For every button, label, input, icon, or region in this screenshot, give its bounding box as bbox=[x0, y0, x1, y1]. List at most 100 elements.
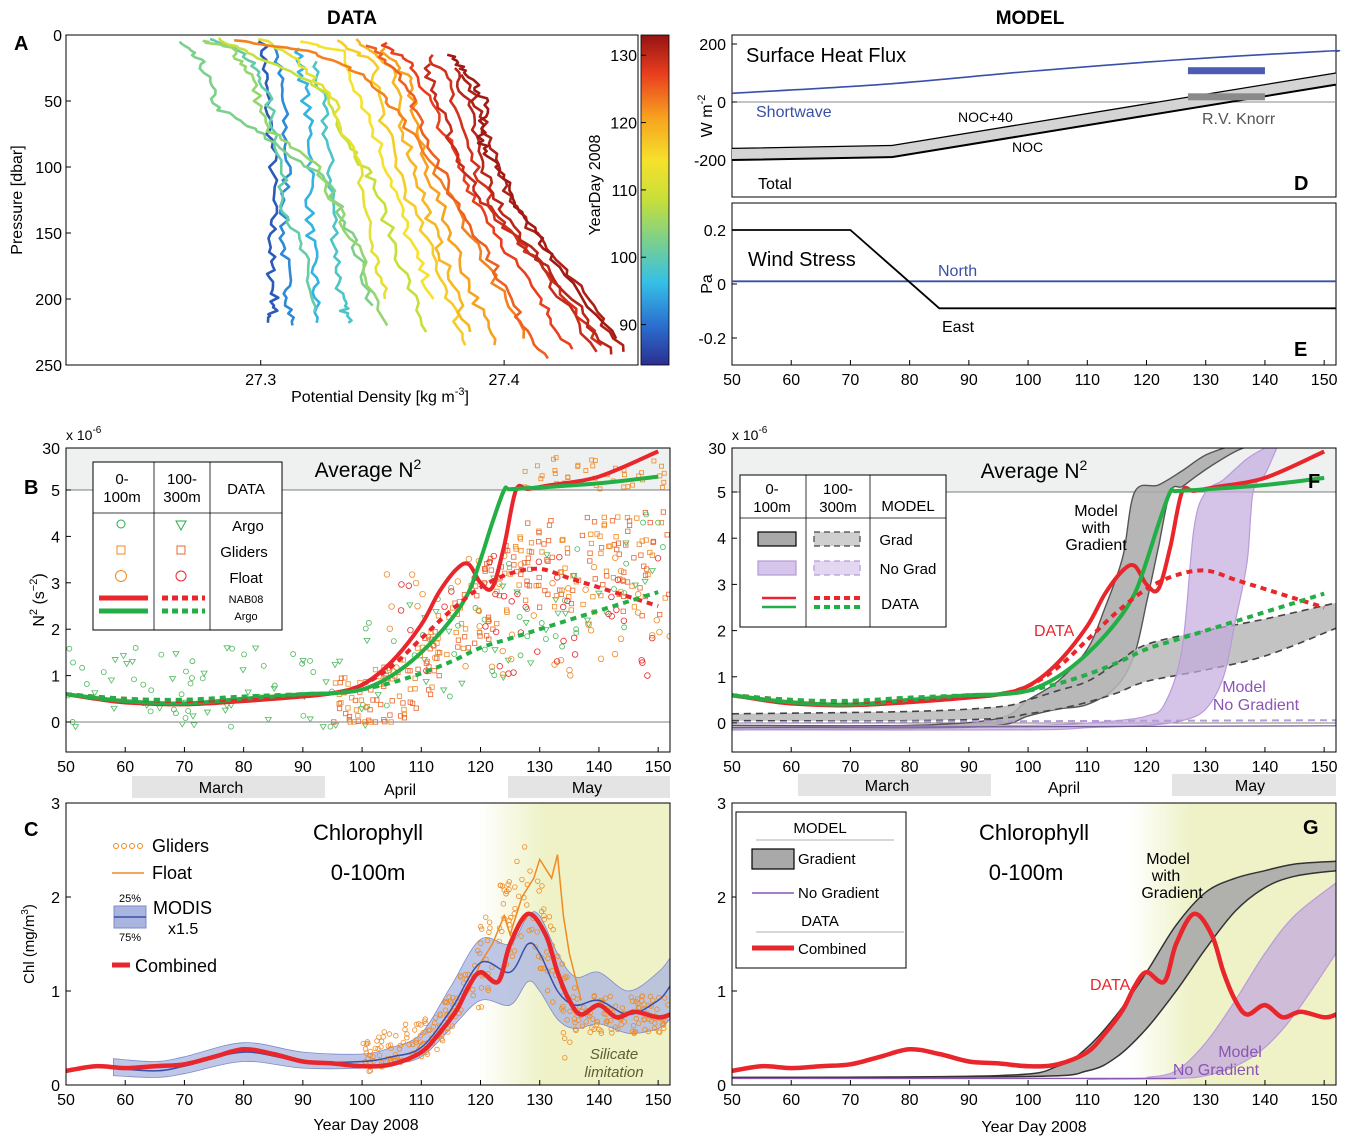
glider-square-point bbox=[355, 713, 361, 719]
panel-b: 50 60 70 80 90 100 110 120 130 140 150 0 1 2 3 4 5 30 Ave… bbox=[24, 425, 672, 776]
float-circle-point bbox=[499, 647, 506, 655]
glider-chl-point bbox=[512, 905, 518, 912]
x-tick-label: 130 bbox=[1192, 759, 1219, 776]
glider-high-point bbox=[661, 479, 667, 485]
float-circle-point bbox=[656, 628, 663, 636]
argo-triangle-point bbox=[432, 609, 440, 616]
glider-square-point bbox=[553, 593, 560, 599]
band-may-right bbox=[1172, 774, 1336, 796]
float-circle-point bbox=[571, 651, 579, 658]
glider-chl-point bbox=[445, 1029, 451, 1035]
f-data-argo-0-100m bbox=[732, 475, 1325, 707]
y-tick-label: 2 bbox=[51, 622, 60, 639]
float-circle-point bbox=[454, 578, 462, 585]
glider-chl-point bbox=[434, 1046, 440, 1053]
glider-square-point bbox=[400, 700, 406, 706]
y-tick-label: 2 bbox=[51, 890, 60, 907]
argo-circle-point bbox=[574, 546, 581, 553]
glider-chl-point bbox=[594, 1021, 600, 1028]
panel-f-multiplier: x 10-6 bbox=[732, 425, 768, 443]
y-tick-label: 2 bbox=[717, 890, 726, 907]
argo-triangle-point bbox=[622, 540, 630, 547]
glider-square-point bbox=[545, 537, 552, 544]
glider-chl-point bbox=[560, 1008, 566, 1014]
x-tick-label: 130 bbox=[526, 759, 553, 776]
float-circle-point bbox=[549, 580, 556, 587]
glider-chl-point bbox=[521, 844, 528, 850]
glider-square-point bbox=[485, 614, 492, 620]
glider-chl-point bbox=[604, 1018, 610, 1024]
glider-high-point bbox=[621, 484, 627, 490]
argo-triangle-point bbox=[319, 724, 327, 731]
argo-circle-point bbox=[140, 681, 147, 688]
float-circle-point bbox=[499, 671, 507, 678]
panel-f-frame bbox=[731, 447, 1337, 753]
glider-square-point bbox=[658, 520, 665, 526]
glider-square-point bbox=[382, 719, 388, 725]
x-tick-label: 60 bbox=[782, 1092, 800, 1109]
glider-chl-point bbox=[385, 1043, 392, 1049]
glider-square-point bbox=[436, 673, 442, 679]
nograd-surface-upper bbox=[732, 448, 1266, 729]
glider-chl-point bbox=[536, 888, 542, 894]
density-profile-day-98 bbox=[312, 60, 353, 324]
glider-square-point bbox=[444, 651, 450, 658]
glider-chl-point bbox=[618, 1021, 624, 1028]
argo-circle-point bbox=[524, 633, 531, 640]
argo-triangle-point bbox=[322, 679, 330, 686]
panel-g-subtitle: 0-100m bbox=[989, 860, 1064, 885]
panel-d-title: Surface Heat Flux bbox=[746, 45, 906, 67]
x-tick-label: 100 bbox=[1015, 1092, 1042, 1109]
legend-gliders-label: Gliders bbox=[220, 544, 268, 561]
legend-c-gliders-dot bbox=[129, 843, 135, 849]
glider-square-point bbox=[431, 643, 437, 649]
y-tick-label: 30 bbox=[708, 441, 726, 458]
glider-square-point bbox=[462, 634, 468, 640]
glider-square-point bbox=[434, 655, 440, 661]
header-model: MODEL bbox=[996, 8, 1065, 29]
glider-chl-point bbox=[402, 1021, 409, 1028]
argo-triangle-point bbox=[583, 617, 592, 624]
glider-chl-point bbox=[572, 1019, 578, 1026]
header-data: DATA bbox=[327, 8, 377, 29]
argo-triangle-point bbox=[155, 705, 164, 712]
glider-square-point bbox=[546, 522, 553, 528]
nograd-floor-line bbox=[732, 725, 1336, 729]
glider-square-point bbox=[372, 719, 379, 725]
glider-chl-point bbox=[512, 884, 518, 890]
argo-circle-point bbox=[70, 659, 76, 666]
legend-gliders-square2 bbox=[176, 545, 186, 555]
float-circle-point bbox=[620, 617, 628, 624]
heat-flux-band bbox=[732, 73, 1336, 160]
float-circle-point bbox=[634, 609, 642, 616]
glider-square-point bbox=[642, 510, 648, 516]
argo-triangle-point bbox=[168, 676, 177, 683]
glider-square-point bbox=[407, 699, 413, 705]
float-circle-point bbox=[567, 672, 574, 679]
glider-chl-point bbox=[545, 955, 551, 961]
glider-high-point bbox=[565, 474, 571, 480]
glider-square-point bbox=[476, 630, 483, 636]
glider-chl-point bbox=[561, 1035, 568, 1042]
argo-circle-point bbox=[189, 658, 196, 665]
glider-square-point bbox=[345, 681, 351, 687]
float-circle-point bbox=[419, 590, 426, 598]
knorr-total-bar bbox=[1187, 93, 1265, 101]
glider-high-point bbox=[551, 456, 556, 462]
glider-square-point bbox=[346, 714, 353, 720]
float-circle-point bbox=[530, 612, 537, 619]
x-tick-label: 80 bbox=[235, 759, 253, 776]
glider-high-point bbox=[553, 455, 559, 461]
density-profile-day-104 bbox=[202, 39, 389, 327]
glider-square-point bbox=[397, 713, 404, 719]
glider-chl-point bbox=[485, 987, 491, 993]
combined-data-line bbox=[732, 911, 1336, 1074]
grad-surface-band bbox=[732, 448, 1244, 730]
glider-square-point bbox=[615, 514, 621, 520]
gradient-lower bbox=[732, 869, 1336, 1079]
argo-circle-point bbox=[300, 712, 307, 719]
band-march-left bbox=[132, 776, 325, 798]
glider-square-point bbox=[336, 701, 342, 707]
glider-square-point bbox=[524, 578, 530, 584]
density-profile-day-114 bbox=[300, 40, 435, 300]
